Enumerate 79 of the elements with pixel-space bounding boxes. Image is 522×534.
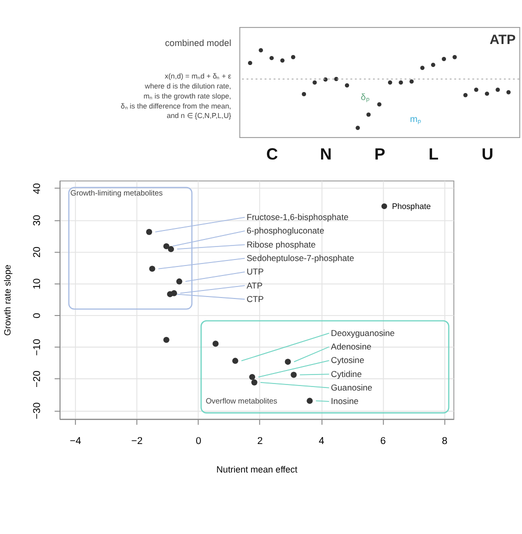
point: [484, 92, 490, 96]
point: [306, 398, 313, 404]
annotation: Cytosine: [330, 355, 364, 366]
x-tick-label: 2: [257, 436, 264, 447]
annotation: Cytidine: [330, 368, 362, 379]
x-tick-label: L: [428, 145, 439, 164]
x-tick-label: −4: [70, 436, 82, 447]
point: [248, 60, 252, 66]
point: [258, 48, 263, 52]
x-tick-label: 4: [318, 436, 325, 447]
y-tick-label: 20: [32, 246, 44, 258]
y-tick-label: 10: [32, 278, 44, 290]
point: [270, 56, 274, 60]
y-axis-title: Growth rate slope: [2, 264, 12, 336]
point: [398, 80, 403, 85]
annotation: UTP: [246, 266, 264, 277]
point: [409, 79, 414, 84]
annotation: mₚ: [410, 114, 422, 126]
point: [149, 266, 156, 272]
point: [291, 54, 296, 60]
point: [146, 228, 152, 235]
y-tick-label: −20: [32, 370, 44, 388]
point: [280, 58, 285, 63]
x-tick-label: C: [266, 145, 278, 164]
text: ATP: [490, 32, 516, 48]
y-tick-label: −10: [32, 338, 44, 356]
point: [251, 379, 258, 386]
point: [232, 358, 238, 364]
x-tick-label: −2: [131, 436, 144, 447]
point: [442, 56, 446, 62]
x-tick-label: U: [482, 145, 494, 164]
point: [463, 93, 468, 98]
x-tick-label: 0: [196, 436, 202, 447]
y-tick-label: 40: [32, 182, 44, 194]
point: [249, 374, 256, 380]
legend-label: Phosphate: [392, 202, 432, 211]
point: [334, 76, 338, 82]
y-tick-label: −30: [32, 402, 44, 420]
point: [474, 88, 478, 92]
point: [431, 62, 436, 68]
chart-title: combined model: [165, 38, 232, 48]
y-tick-label: 0: [32, 312, 44, 318]
annotation: 6-phosphogluconate: [246, 226, 324, 236]
annotation: δₚ: [360, 92, 370, 104]
point: [496, 88, 500, 92]
point: [506, 90, 511, 94]
annotation: CTP: [246, 294, 264, 304]
point: [284, 358, 291, 365]
annotation: Adenosine: [330, 342, 372, 352]
y-tick-label: 30: [32, 214, 44, 226]
point: [356, 126, 360, 130]
x-tick-label: P: [374, 145, 386, 164]
annotation: Deoxyguanosine: [330, 328, 395, 338]
point: [312, 80, 317, 85]
x-tick-label: N: [320, 145, 332, 164]
point: [344, 83, 350, 88]
x-axis-title: Nutrient mean effect: [216, 464, 298, 475]
x-tick-label: 6: [380, 436, 386, 447]
point: [163, 243, 170, 250]
annotation: Ribose phosphate: [246, 239, 316, 250]
point: [167, 291, 174, 298]
annotation: Inosine: [330, 396, 359, 406]
point: [163, 336, 170, 343]
point: [420, 66, 424, 70]
point: [290, 372, 297, 378]
annotation: Fructose-1,6-bisphosphate: [246, 212, 349, 222]
annotation: Guanosine: [330, 382, 373, 393]
point: [377, 102, 382, 107]
point: [388, 80, 392, 85]
point: [302, 92, 306, 96]
annotation: Sedoheptulose-7-phosphate: [246, 253, 354, 263]
point: [168, 246, 174, 252]
annotation: ATP: [246, 280, 263, 290]
text: x(n,d) = mₙd + δₙ + ε where d is the dilution rate, mₙ is the growth rate slope, δₙ is the difference from the mean, and n ∈ {C,N,P,L,U}: [120, 71, 232, 120]
x-tick-label: 8: [442, 436, 448, 447]
point: [176, 278, 182, 284]
point: [212, 340, 219, 347]
point: [366, 112, 371, 117]
point: [452, 54, 457, 60]
